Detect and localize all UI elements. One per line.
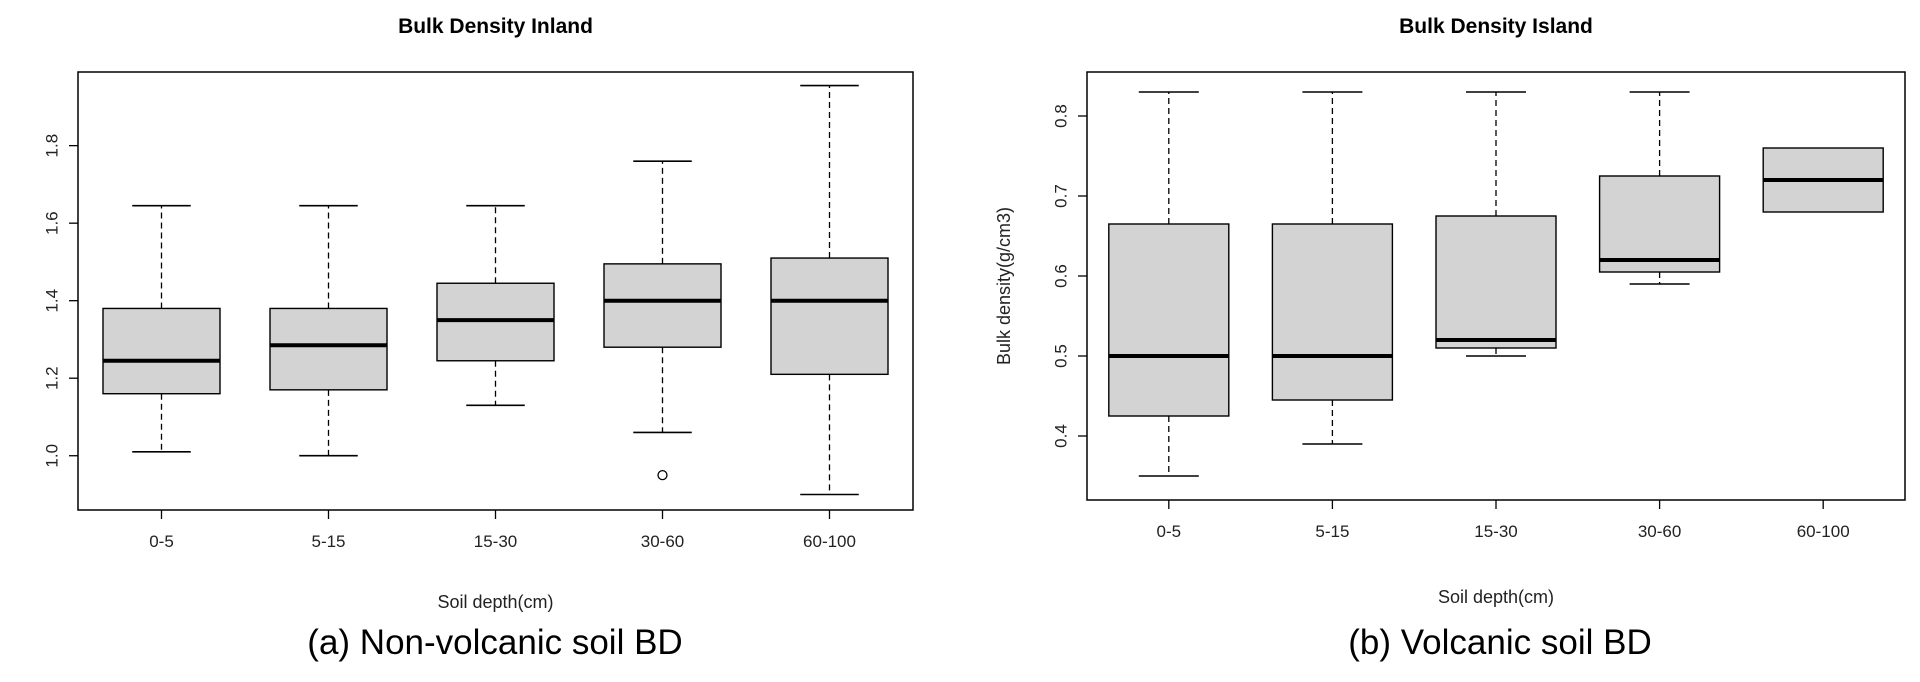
x-axis-label: Soil depth(cm): [437, 592, 553, 612]
box-0-5: [102, 204, 221, 453]
caption-b: (b) Volcanic soil BD: [1348, 623, 1652, 662]
y-tick-label: 0.6: [1051, 264, 1070, 288]
box-iqr: [1271, 223, 1394, 401]
y-axis-label: Bulk density(g/cm3): [994, 207, 1014, 365]
x-tick-label: 60-100: [1797, 522, 1850, 541]
chart-title: Bulk Density Island: [1399, 15, 1593, 38]
box-15-30: [1435, 91, 1557, 357]
box-iqr: [1435, 215, 1557, 349]
chart-title: Bulk Density Inland: [398, 15, 593, 38]
caption-a: (a) Non-volcanic soil BD: [307, 623, 683, 662]
x-tick-label: 5-15: [311, 532, 345, 551]
box-iqr: [1108, 223, 1230, 417]
y-tick-label: 0.8: [1051, 104, 1070, 128]
x-tick-label: 0-5: [149, 532, 174, 551]
box-iqr: [269, 307, 388, 391]
box-iqr: [1598, 175, 1721, 273]
box-30-60: [1598, 91, 1721, 285]
x-tick-label: 0-5: [1157, 522, 1182, 541]
outlier-point: [657, 469, 668, 481]
x-axis-label: Soil depth(cm): [1438, 587, 1554, 607]
box-30-60: [603, 160, 722, 481]
box-iqr: [603, 263, 722, 348]
x-tick-label: 5-15: [1315, 522, 1349, 541]
y-tick-label: 1.2: [42, 366, 61, 390]
y-tick-label: 1.6: [42, 211, 61, 235]
y-tick-label: 0.5: [1051, 344, 1070, 368]
chart-panel-b: Bulk Density Island 0.4 0.5 0.6 0.7 0.8 0-5 5-1…: [960, 0, 1920, 682]
box-5-15: [269, 204, 388, 457]
x-tick-label: 15-30: [474, 532, 517, 551]
box-5-15: [1271, 91, 1394, 445]
y-tick-label: 1.0: [42, 444, 61, 468]
chart-panel-a: Bulk Density Inland 1.0 1.2 1.4 1.6 1.8 0-5 5-1…: [42, 15, 914, 662]
x-tick-label: 15-30: [1474, 522, 1517, 541]
boxplot-chart-b: Bulk Density Island 0.4 0.5 0.6 0.7 0.8 0-5 5-1…: [994, 15, 1906, 607]
box-iqr: [102, 307, 221, 395]
y-tick-label: 1.8: [42, 134, 61, 158]
x-tick-label: 60-100: [803, 532, 856, 551]
box-0-5: [1108, 91, 1230, 477]
x-tick-label: 30-60: [641, 532, 684, 551]
x-tick-label: 30-60: [1638, 522, 1681, 541]
boxplot-chart-a: Bulk Density Inland 1.0 1.2 1.4 1.6 1.8 0-5 5-1…: [42, 15, 914, 612]
box-60-100: [770, 84, 889, 496]
box-iqr: [770, 257, 889, 376]
y-tick-label: 0.4: [1051, 424, 1070, 448]
box-15-30: [436, 204, 555, 407]
y-tick-label: 0.7: [1051, 184, 1070, 208]
box-60-100: [1762, 147, 1884, 213]
y-tick-label: 1.4: [42, 289, 61, 313]
